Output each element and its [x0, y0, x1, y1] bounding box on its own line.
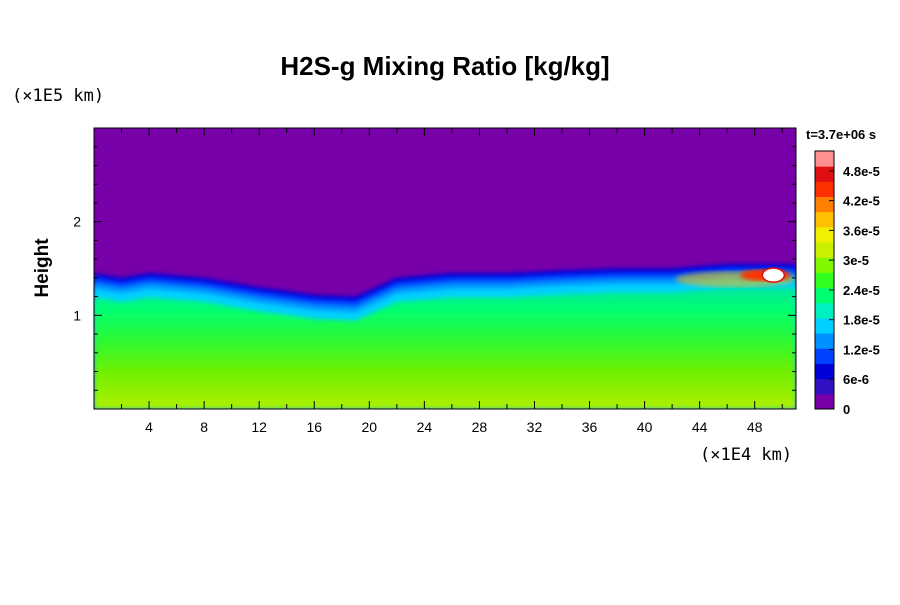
colorbar-tick-label: 6e-6: [843, 372, 869, 387]
colorbar-tick-label: 3e-5: [843, 253, 869, 268]
x-tick-label: 32: [527, 419, 543, 435]
colorbar-swatch: [815, 181, 834, 198]
x-tick-label: 20: [362, 419, 378, 435]
x-tick-label: 16: [306, 419, 322, 435]
colorbar: 0 6e-6 1.2e-5 1.8e-5 2.4e-5 3e-5 3.6e-5 4.2e-5 4…: [814, 150, 880, 417]
colorbar-swatch: [815, 166, 834, 182]
colorbar-swatch: [815, 348, 834, 364]
colorbar-tick-label: 4.2e-5: [843, 194, 880, 209]
time-label: t=3.7e+06 s: [806, 127, 876, 142]
colorbar-frame: [814, 150, 835, 410]
x-tick-label: 40: [637, 419, 653, 435]
colorbar-swatch: [815, 363, 834, 380]
colorbar-swatch: [815, 211, 834, 228]
x-tick-label: 8: [200, 419, 208, 435]
colorbar-swatch: [815, 287, 834, 304]
x-tick-label: 4: [145, 419, 153, 435]
y-axis-label: Height: [32, 238, 53, 298]
x-multiplier-label: (×1E4 km): [700, 445, 792, 465]
colorbar-tick-label: 1.2e-5: [843, 342, 880, 357]
colorbar-swatch: [815, 257, 834, 273]
plot-frame: [93, 127, 797, 410]
x-tick-label: 36: [582, 419, 598, 435]
y-multiplier-label: (×1E5 km): [12, 86, 104, 106]
colorbar-tick-label: 2.4e-5: [843, 283, 880, 298]
colorbar-swatch: [815, 393, 834, 410]
x-tick-label: 44: [692, 419, 708, 435]
x-axis: 4 8 12 16 20 24 28 32 36 40 44 48: [121, 128, 783, 435]
colorbar-swatch: [815, 378, 834, 395]
colorbar-swatch: [815, 226, 834, 243]
x-tick-label: 24: [417, 419, 433, 435]
colorbar-swatch: [815, 317, 834, 334]
x-tick-label: 48: [747, 419, 763, 435]
y-axis: 12: [73, 146, 796, 391]
x-tick-label: 28: [472, 419, 488, 435]
colorbar-swatch: [815, 242, 834, 258]
colorbar-tick-label: 4.8e-5: [843, 164, 880, 179]
y-tick-label: 1: [73, 307, 81, 323]
colorbar-swatch: [815, 272, 834, 289]
colorbar-swatch: [815, 333, 834, 349]
colorbar-tick-label: 1.8e-5: [843, 313, 880, 328]
heatmap-field: [94, 128, 796, 409]
y-tick-label: 2: [73, 214, 81, 230]
colorbar-tick-label: 0: [843, 402, 850, 417]
colorbar-swatch: [815, 151, 834, 167]
colorbar-swatch: [815, 302, 834, 319]
colorbar-swatch: [815, 196, 834, 213]
chart-title: H2S-g Mixing Ratio [kg/kg]: [280, 51, 609, 81]
x-tick-label: 12: [251, 419, 267, 435]
colorbar-tick-label: 3.6e-5: [843, 223, 880, 238]
mixed-layer-field: [94, 287, 796, 409]
max-value-spot: [761, 267, 786, 283]
